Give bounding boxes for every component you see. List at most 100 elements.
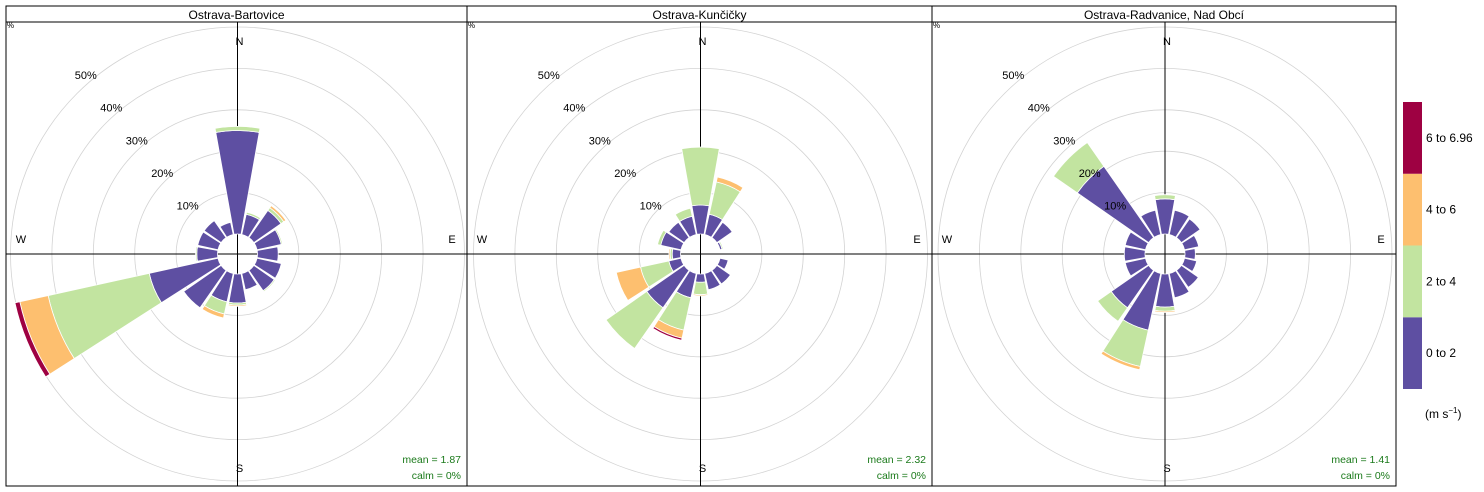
petal-NE-bin3: [269, 205, 287, 223]
petal-N-bin2: [681, 146, 720, 207]
petal-SE-bin1: [1175, 264, 1199, 288]
petal-WNW-bin1: [197, 231, 222, 251]
petal-NNE-bin1: [1168, 209, 1190, 238]
petal-N-bin2: [214, 126, 261, 133]
petal-ENE-bin1: [1181, 234, 1200, 251]
compass-label-E: E: [448, 234, 455, 246]
ring-label: 20%: [1079, 168, 1101, 180]
panel-title: Ostrava-Kunčičky: [652, 8, 746, 22]
petal-ENE-bin2: [718, 240, 724, 250]
petal-SSE-bin1: [241, 270, 258, 291]
compass-label-W: W: [942, 234, 953, 246]
petal-NW-bin1: [668, 221, 690, 244]
petal-W-bin1: [671, 248, 682, 260]
ring-label: 50%: [1002, 70, 1024, 82]
petal-E-bin1: [256, 246, 279, 262]
compass-label-N: N: [236, 36, 244, 48]
petal-NNW-bin2: [674, 207, 693, 223]
petal-WNW-bin1: [1124, 231, 1149, 251]
panel-title: Ostrava-Bartovice: [188, 8, 284, 22]
panel-background: [932, 6, 1396, 486]
petal-WSW-bin1: [1124, 257, 1149, 277]
calm-label: calm = 0%: [412, 470, 461, 482]
ring-label: 30%: [126, 135, 148, 147]
compass-label-E: E: [1377, 234, 1384, 246]
petal-WSW-bin3: [615, 266, 650, 302]
petal-SW-bin1: [183, 264, 227, 309]
legend: 0 to 2 2 to 4 4 to 6 6 to 6.96 (m s−1): [1403, 102, 1473, 421]
legend-swatch-3: [1403, 173, 1422, 246]
petal-S-bin2: [692, 281, 709, 296]
petal-N-bin2: [1154, 194, 1176, 201]
petal-NE-bin1: [1175, 218, 1201, 244]
legend-label-1: 0 to 2: [1426, 346, 1456, 360]
petal-E-bin1: [1184, 248, 1196, 260]
petal-SE-bin1: [711, 264, 732, 285]
mean-label: mean = 1.41: [1331, 454, 1390, 466]
percent-marker: %: [468, 21, 475, 30]
ring-label: 50%: [538, 70, 560, 82]
petal-SSE-bin1: [704, 270, 721, 291]
petal-NNW-bin1: [1140, 209, 1162, 238]
legend-swatch-2: [1403, 245, 1422, 318]
plot-area: 10% 20% 30% 40% 50%%: [6, 22, 467, 486]
ring-label: 30%: [589, 135, 611, 147]
ring-label: 10%: [640, 201, 662, 213]
ring-label: 10%: [177, 201, 199, 213]
petal-S-bin1: [695, 273, 706, 283]
petal-ESE-bin1: [716, 257, 729, 270]
panel-title: Ostrava-Radvanice, Nad Obcí: [1084, 8, 1245, 22]
percent-marker: %: [933, 21, 940, 30]
legend-swatch-1: [1403, 317, 1422, 389]
ring-label: 40%: [1028, 103, 1050, 115]
petal-ENE-bin2: [274, 228, 283, 245]
petal-SSW-bin3: [201, 305, 225, 319]
petal-W-bin2: [195, 246, 198, 262]
compass-label-S: S: [236, 463, 243, 475]
ring-label: 20%: [151, 168, 173, 180]
petal-NNE-bin3: [715, 176, 744, 193]
petal-S-bin3: [692, 293, 709, 297]
petal-W-bin3: [668, 247, 672, 261]
petal-NW-bin1: [203, 220, 227, 244]
legend-unit: (m s−1): [1425, 406, 1461, 421]
legend-label-3: 4 to 6: [1426, 203, 1456, 217]
panel-strip: Ostrava-Radvanice, Nad Obcí: [931, 5, 1397, 23]
compass-label-W: W: [477, 234, 488, 246]
compass-label-S: S: [1163, 463, 1170, 475]
petal-NNE-bin2: [245, 211, 262, 221]
panel-strip: Ostrava-Bartovice: [5, 5, 468, 23]
petal-S-bin3: [227, 303, 248, 307]
ring-label: 20%: [614, 168, 636, 180]
legend-swatch-4: [1403, 102, 1422, 174]
plot-area: 10% 20% 30% 40% 50%%: [932, 21, 1396, 486]
petal-S-bin3: [1154, 309, 1176, 313]
ring-label: 40%: [563, 103, 585, 115]
petal-ESE-bin1: [1181, 257, 1198, 273]
petal-ESE-bin1: [253, 257, 282, 279]
compass-label-N: N: [699, 36, 707, 48]
calm-label: calm = 0%: [1341, 470, 1390, 482]
mean-label: mean = 2.32: [867, 454, 926, 466]
petal-SE-bin2: [262, 279, 276, 293]
petal-SSW-bin4: [652, 326, 683, 341]
petal-W-bin1: [1123, 246, 1146, 262]
petal-SW-bin2: [605, 290, 664, 350]
petal-NE-bin1: [711, 221, 733, 244]
compass-label-N: N: [1163, 36, 1171, 48]
compass-label-E: E: [913, 234, 920, 246]
plot-area: 10% 20% 30% 40% 50%%: [467, 21, 932, 486]
legend-label-2: 2 to 4: [1426, 274, 1456, 288]
ring-label: 30%: [1053, 135, 1075, 147]
panel-background: [467, 6, 932, 486]
panel-strip: Ostrava-Kunčičky: [466, 5, 933, 23]
petal-SSW-bin3: [1100, 350, 1141, 371]
panel-border: [931, 5, 1397, 487]
petal-WSW-bin4: [14, 301, 51, 378]
ring-label: 50%: [75, 70, 97, 82]
ring-label: 10%: [1104, 201, 1126, 213]
petal-NNW-bin1: [219, 221, 234, 238]
